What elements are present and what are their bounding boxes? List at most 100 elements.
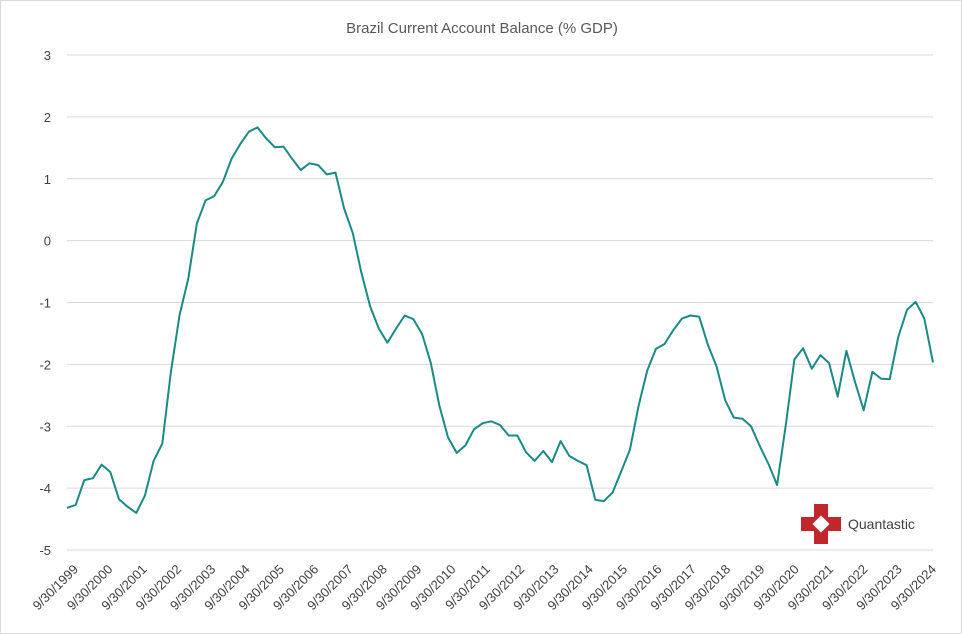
data-point <box>420 332 425 337</box>
x-axis-ticks: 9/30/19999/30/20009/30/20019/30/20029/30… <box>30 562 940 614</box>
data-point <box>385 340 390 345</box>
data-point <box>905 307 910 312</box>
data-point <box>740 416 745 421</box>
y-axis-ticks: 3 2 1 0 -1 -2 -3 -4 -5 <box>39 48 51 558</box>
data-point <box>394 326 399 331</box>
data-point <box>506 433 511 438</box>
data-point <box>558 439 563 444</box>
data-point <box>350 231 355 236</box>
data-point <box>316 163 321 168</box>
data-point <box>498 423 503 428</box>
data-point <box>870 369 875 374</box>
data-point <box>879 376 884 381</box>
data-point <box>428 360 433 365</box>
data-point <box>619 469 624 474</box>
data-point <box>298 168 303 173</box>
data-point <box>91 476 96 481</box>
data-point <box>931 360 936 365</box>
data-point <box>766 462 771 467</box>
data-point <box>264 136 269 141</box>
data-point <box>359 270 364 275</box>
data-point <box>454 450 459 455</box>
data-point <box>601 499 606 504</box>
data-point <box>818 353 823 358</box>
y-tick-label: -2 <box>39 357 51 372</box>
data-point <box>896 334 901 339</box>
data-point <box>550 460 555 465</box>
data-point <box>575 458 580 463</box>
data-point <box>151 458 156 463</box>
data-point <box>160 441 165 446</box>
data-point <box>593 497 598 502</box>
data-point <box>775 483 780 488</box>
data-point <box>229 156 234 161</box>
data-point <box>783 423 788 428</box>
data-point <box>749 424 754 429</box>
data-point <box>446 435 451 440</box>
gridlines <box>67 54 933 551</box>
logo-text: Quantastic <box>848 516 915 532</box>
y-tick-label: -1 <box>39 296 51 311</box>
data-point <box>567 453 572 458</box>
data-point <box>168 369 173 374</box>
data-point <box>723 398 728 403</box>
data-point <box>835 394 840 399</box>
data-point <box>411 317 416 322</box>
chart-title: Brazil Current Account Balance (% GDP) <box>346 20 618 37</box>
data-point <box>697 314 702 319</box>
logo-mark-icon <box>801 504 841 544</box>
data-point <box>688 313 693 318</box>
data-point <box>913 299 918 304</box>
data-point <box>653 346 658 351</box>
data-point <box>472 427 477 432</box>
y-tick-label: 0 <box>44 234 51 249</box>
data-point <box>65 505 70 510</box>
data-point <box>117 497 122 502</box>
data-point <box>489 419 494 424</box>
data-point <box>844 348 849 353</box>
data-point <box>324 172 329 177</box>
y-tick-label: -5 <box>39 543 51 558</box>
data-point <box>255 125 260 130</box>
data-point <box>584 463 589 468</box>
data-point <box>376 326 381 331</box>
data-point <box>220 179 225 184</box>
data-point <box>801 346 806 351</box>
data-point <box>290 156 295 161</box>
data-point <box>342 206 347 211</box>
data-point <box>134 510 139 515</box>
data-point <box>541 449 546 454</box>
data-point <box>532 458 537 463</box>
y-tick-label: 1 <box>44 172 51 187</box>
quantastic-logo: Quantastic <box>801 504 915 544</box>
data-point <box>246 129 251 134</box>
data-point <box>731 415 736 420</box>
data-point <box>333 170 338 175</box>
data-point <box>662 342 667 347</box>
data-point <box>515 433 520 438</box>
data-point <box>705 342 710 347</box>
data-point <box>186 277 191 282</box>
data-point <box>922 316 927 321</box>
data-point <box>108 470 113 475</box>
series-line <box>66 126 934 514</box>
data-point <box>82 478 87 483</box>
data-point <box>792 357 797 362</box>
y-tick-label: 3 <box>44 48 51 63</box>
data-point <box>177 312 182 317</box>
data-point <box>194 221 199 226</box>
data-point <box>679 316 684 321</box>
data-point <box>307 161 312 166</box>
data-point <box>212 194 217 199</box>
data-point <box>636 403 641 408</box>
data-point <box>281 144 286 149</box>
data-point <box>73 502 78 507</box>
data-point <box>238 142 243 147</box>
series-layer <box>65 125 936 515</box>
y-tick-label: 2 <box>44 110 51 125</box>
y-tick-label: -3 <box>39 419 51 434</box>
y-tick-label: -4 <box>39 481 51 496</box>
data-point <box>402 313 407 318</box>
data-point <box>827 361 832 366</box>
